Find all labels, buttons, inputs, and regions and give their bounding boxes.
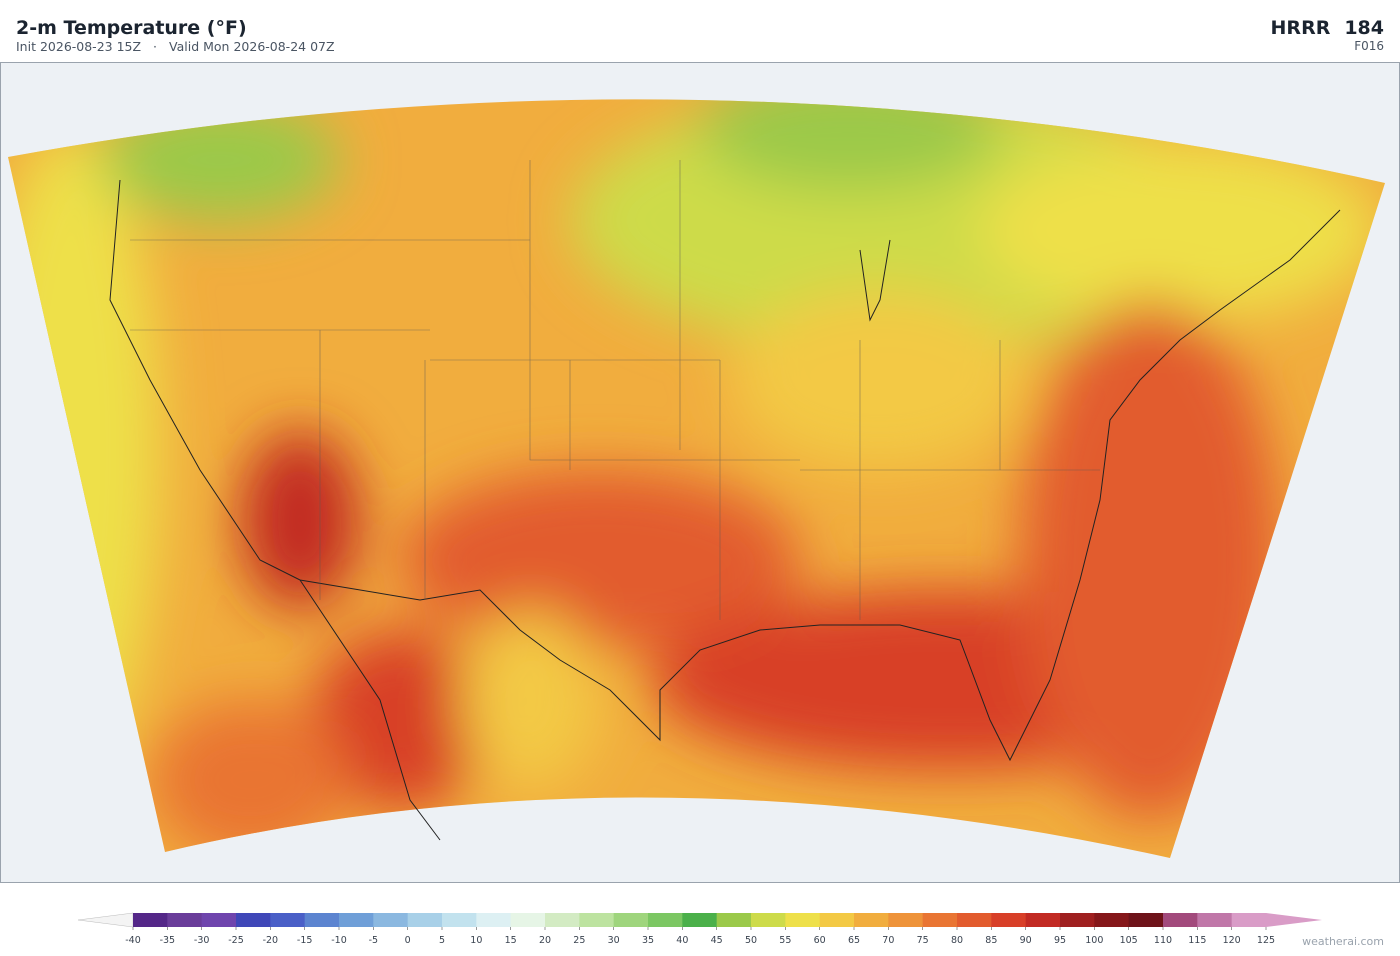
- colorbar: -40 -35 -30 -25 -20 -15 -10 -5 0 5 10 15 20 25 30 35 40 4…: [77, 912, 1322, 946]
- colorbar-swatch: [476, 913, 512, 927]
- colorbar-tick-label: -40: [125, 935, 141, 946]
- valid-time: Valid Mon 2026-08-24 07Z: [169, 39, 335, 54]
- colorbar-tick-label: 90: [1020, 935, 1032, 946]
- colorbar-swatch: [648, 913, 683, 927]
- colorbar-swatch: [339, 913, 374, 927]
- run: 184: [1344, 17, 1384, 39]
- colorbar-tick-label: -10: [331, 935, 347, 946]
- colorbar-tick-label: 65: [848, 935, 860, 946]
- colorbar-swatch: [682, 913, 718, 927]
- forecast-hour: F016: [1354, 39, 1384, 53]
- colorbar-swatch: [819, 913, 855, 927]
- colorbar-swatch: [270, 913, 306, 927]
- colorbar-tick-label: 30: [608, 935, 620, 946]
- colorbar-swatch: [1231, 913, 1267, 927]
- colorbar-swatch: [1163, 913, 1198, 927]
- colorbar-swatch: [373, 913, 409, 927]
- colorbar-tick-label: 85: [985, 935, 997, 946]
- state-borders: [130, 160, 1100, 620]
- colorbar-swatch: [133, 913, 168, 927]
- under-triangle: [77, 912, 134, 928]
- colorbar-swatch: [1094, 913, 1130, 927]
- colorbar-swatch: [1197, 913, 1233, 927]
- colorbar-tick-label: -5: [369, 935, 378, 946]
- colorbar-tick-label: -25: [228, 935, 244, 946]
- colorbar-swatch: [854, 913, 889, 927]
- colorbar-swatch: [1060, 913, 1095, 927]
- colorbar-tick-label: 5: [439, 935, 445, 946]
- colorbar-tick-label: -15: [297, 935, 313, 946]
- colorbar-swatch: [304, 913, 340, 927]
- separator: ·: [153, 39, 157, 54]
- title: 2-m Temperature (°F): [16, 17, 247, 39]
- colorbar-tick-label: -20: [263, 935, 279, 946]
- over-triangle: [1266, 913, 1322, 927]
- colorbar-tick-label: 75: [917, 935, 929, 946]
- colorbar-tick-label: 45: [711, 935, 723, 946]
- colorbar-tick-label: 120: [1223, 935, 1241, 946]
- colorbar-swatch: [991, 913, 1027, 927]
- colorbar-tick-label: 20: [539, 935, 551, 946]
- colorbar-tick-label: 25: [573, 935, 585, 946]
- colorbar-tick-label: 10: [470, 935, 482, 946]
- colorbar-swatch: [201, 913, 237, 927]
- colorbar-tick-label: 55: [779, 935, 791, 946]
- colorbar-swatch: [579, 913, 615, 927]
- colorbar-swatch: [442, 913, 477, 927]
- colorbar-tick-label: -30: [194, 935, 210, 946]
- colorbar-tick-label: 70: [882, 935, 894, 946]
- colorbar-tick-label: 40: [676, 935, 688, 946]
- colorbar-tick-label: 15: [505, 935, 517, 946]
- coastlines: [109, 179, 1341, 841]
- colorbar-tick-label: 110: [1154, 935, 1172, 946]
- colorbar-tick-label: 35: [642, 935, 654, 946]
- colorbar-swatch: [510, 913, 546, 927]
- colorbar-swatch: [545, 913, 580, 927]
- colorbar-tick-label: 100: [1085, 935, 1103, 946]
- colorbar-tick-label: 0: [405, 935, 411, 946]
- colorbar-tick-label: 50: [745, 935, 757, 946]
- colorbar-swatch: [957, 913, 992, 927]
- colorbar-swatch: [613, 913, 649, 927]
- colorbar-tick-label: 115: [1188, 935, 1206, 946]
- init-time: Init 2026-08-23 15Z: [16, 39, 141, 54]
- temperature-field: [8, 99, 1385, 858]
- colorbar-swatch: [785, 913, 821, 927]
- colorbar-tick-label: 125: [1257, 935, 1275, 946]
- colorbar-swatch: [236, 913, 271, 927]
- colorbar-swatch: [167, 913, 203, 927]
- colorbar-tick-label: 80: [951, 935, 963, 946]
- colorbar-swatch: [407, 913, 443, 927]
- colorbar-swatch: [751, 913, 786, 927]
- colorbar-swatch: [1025, 913, 1061, 927]
- model: HRRR: [1271, 17, 1331, 39]
- colorbar-swatch: [716, 913, 752, 927]
- colorbar-tick-label: 95: [1054, 935, 1066, 946]
- credit: weatherai.com: [1302, 935, 1384, 948]
- colorbar-swatch: [1128, 913, 1164, 927]
- colorbar-tick-label: 105: [1120, 935, 1138, 946]
- colorbar-swatch: [922, 913, 958, 927]
- colorbar-tick-label: -35: [160, 935, 176, 946]
- colorbar-tick-label: 60: [814, 935, 826, 946]
- colorbar-swatch: [888, 913, 924, 927]
